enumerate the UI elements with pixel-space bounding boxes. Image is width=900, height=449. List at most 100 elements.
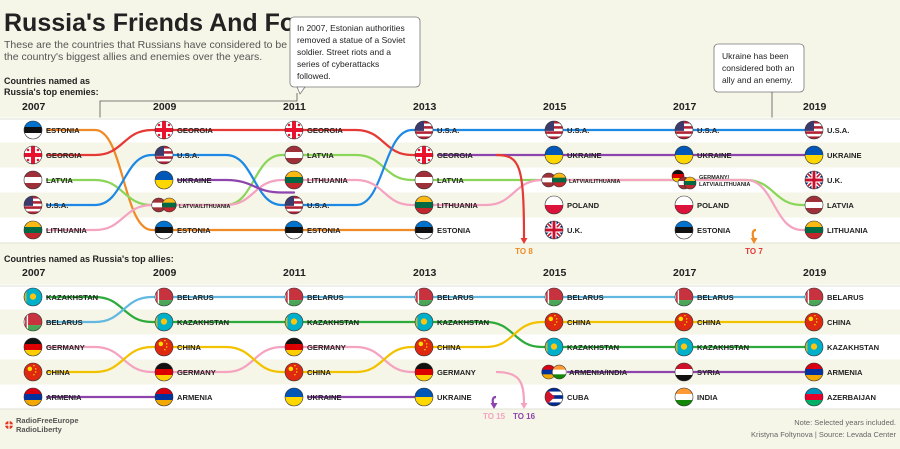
flag-georgia-icon: [284, 120, 304, 140]
country-label-enemies-2015-3: LATVIA/LITHUANIA: [569, 179, 620, 185]
flag-ukraine-icon: [414, 387, 434, 407]
flag-ukraine-icon: [674, 145, 694, 165]
flag-belarus-icon: [23, 312, 43, 332]
flag-estonia-icon: [414, 220, 434, 240]
country-label-enemies-2015-5: U.K.: [567, 226, 582, 235]
flag-china-icon: [284, 362, 304, 382]
flag-usa-icon: [414, 120, 434, 140]
flag-kazakhstan-icon: [154, 312, 174, 332]
flag-kazakhstan-icon: [284, 312, 304, 332]
flag-germany-icon: [284, 337, 304, 357]
country-label-enemies-2011-3: LITHUANIA: [307, 176, 348, 185]
exit-line-enemies-georgia: [495, 153, 526, 240]
node-enemies-2013-rank-5: ESTONIA: [414, 220, 471, 240]
node-enemies-2019-rank-3: U.K.: [804, 170, 842, 190]
node-allies-2019-rank-2: CHINA: [804, 312, 852, 332]
country-label-enemies-2007-1: ESTONIA: [46, 126, 80, 135]
flag-usa-icon: [154, 145, 174, 165]
country-label-allies-2011-4: CHINA: [307, 368, 332, 377]
flag-ukraine-icon: [284, 387, 304, 407]
flag-latvia-icon: [414, 170, 434, 190]
country-label-enemies-2013-5: ESTONIA: [437, 226, 471, 235]
flag-china-icon: [414, 337, 434, 357]
node-allies-2017-rank-4: SYRIA: [674, 362, 721, 382]
estonia-annotation-leader: [99, 93, 298, 128]
flag-estonia-icon: [284, 220, 304, 240]
country-label-enemies-2017-2: UKRAINE: [697, 151, 732, 160]
node-enemies-2019-rank-4: LATVIA: [804, 195, 854, 215]
flag-syria-icon: [674, 362, 694, 382]
year-header-allies-2019: 2019: [803, 267, 827, 279]
node-allies-2009-rank-4: GERMANY: [154, 362, 216, 382]
flag-armenia-icon: [23, 387, 43, 407]
country-label-enemies-2009-2: U.S.A.: [177, 151, 199, 160]
exit-arrow-allies-germany: [520, 403, 528, 409]
node-enemies-2017-rank-2: UKRAINE: [674, 145, 732, 165]
country-label-allies-2019-5: AZERBAIJAN: [827, 393, 876, 402]
country-label-allies-2007-2: BELARUS: [46, 318, 83, 327]
country-label-allies-2017-4: SYRIA: [697, 368, 721, 377]
node-allies-2007-rank-3: GERMANY: [23, 337, 85, 357]
exit-label-enemies-estonia: TO 7: [745, 247, 763, 256]
node-allies-2013-rank-5: UKRAINE: [414, 387, 472, 407]
flag-belarus-icon: [804, 287, 824, 307]
country-label-enemies-2011-2: LATVIA: [307, 151, 334, 160]
country-label-allies-2015-4: ARMENIA/INDIA: [569, 368, 628, 377]
country-label-allies-2009-4: GERMANY: [177, 368, 216, 377]
node-allies-2019-rank-5: AZERBAIJAN: [804, 387, 876, 407]
country-label-enemies-2007-4: U.S.A.: [46, 201, 68, 210]
node-allies-2007-rank-4: CHINA: [23, 362, 71, 382]
flag-poland-icon: [544, 195, 564, 215]
node-enemies-2017-rank-1: U.S.A.: [674, 120, 719, 140]
country-label-allies-2009-5: ARMENIA: [177, 393, 213, 402]
country-label-enemies-2017-4: POLAND: [697, 201, 730, 210]
flag-germany-icon: [154, 362, 174, 382]
country-label-enemies-2011-4: U.S.A.: [307, 201, 329, 210]
rferl-logo: [5, 421, 13, 429]
flag-usa-icon: [674, 120, 694, 140]
node-allies-2007-rank-5: ARMENIA: [23, 387, 82, 407]
flag-lithuania-icon: [683, 176, 697, 190]
country-label-2-enemies-2017-3: LATVIA/LITHUANIA: [699, 182, 750, 188]
country-label-allies-2013-1: BELARUS: [437, 293, 474, 302]
node-allies-2011-rank-3: GERMANY: [284, 337, 346, 357]
exit-arrow-enemies-estonia: [750, 238, 758, 244]
flag-usa-icon: [23, 195, 43, 215]
country-label-allies-2017-5: INDIA: [697, 393, 718, 402]
country-label-enemies-2009-3: UKRAINE: [177, 176, 212, 185]
enemies-heading-line-1: Countries named as: [4, 76, 90, 86]
footer-note: Note: Selected years included.: [794, 418, 896, 427]
node-enemies-2017-rank-3: GERMANY/LATVIA/LITHUANIA: [671, 169, 750, 190]
node-enemies-2007-rank-4: U.S.A.: [23, 195, 68, 215]
estonia-annotation: In 2007, Estonian authorities removed a …: [289, 16, 421, 95]
node-enemies-2013-rank-1: U.S.A.: [414, 120, 459, 140]
exit-label-allies-germany: TO 16: [513, 412, 536, 421]
node-allies-2009-rank-3: CHINA: [154, 337, 202, 357]
flag-ukraine-icon: [154, 170, 174, 190]
flag-belarus-icon: [284, 287, 304, 307]
country-label-enemies-2009-1: GEORGIA: [177, 126, 213, 135]
flag-kazakhstan-icon: [804, 337, 824, 357]
country-label-enemies-2019-1: U.S.A.: [827, 126, 849, 135]
flag-usa-icon: [544, 120, 564, 140]
country-label-enemies-2013-2: GEORGIA: [437, 151, 473, 160]
country-label-allies-2017-3: KAZAKHSTAN: [697, 343, 749, 352]
allies-heading: Countries named as Russia's top allies:: [4, 254, 174, 264]
node-enemies-2011-rank-4: U.S.A.: [284, 195, 329, 215]
country-label-allies-2009-2: KAZAKHSTAN: [177, 318, 229, 327]
country-label-allies-2019-1: BELARUS: [827, 293, 864, 302]
exit-label-allies-ukraine: TO 15: [483, 412, 506, 421]
year-header-enemies-2007: 2007: [22, 101, 46, 113]
ukraine-annotation: Ukraine has been considered both an ally…: [713, 43, 805, 93]
country-label-enemies-2007-5: LITHUANIA: [46, 226, 87, 235]
year-header-allies-2007: 2007: [22, 267, 46, 279]
node-enemies-2013-rank-3: LATVIA: [414, 170, 464, 190]
flag-latvia-icon: [23, 170, 43, 190]
ukraine-note-line-1: Ukraine has been: [722, 51, 789, 61]
country-label-enemies-2011-5: ESTONIA: [307, 226, 341, 235]
node-enemies-2007-rank-2: GEORGIA: [23, 145, 82, 165]
estonia-note-line-2: removed a statue of a Soviet: [297, 35, 406, 45]
country-label-enemies-2007-3: LATVIA: [46, 176, 73, 185]
country-label-allies-2009-1: BELARUS: [177, 293, 214, 302]
